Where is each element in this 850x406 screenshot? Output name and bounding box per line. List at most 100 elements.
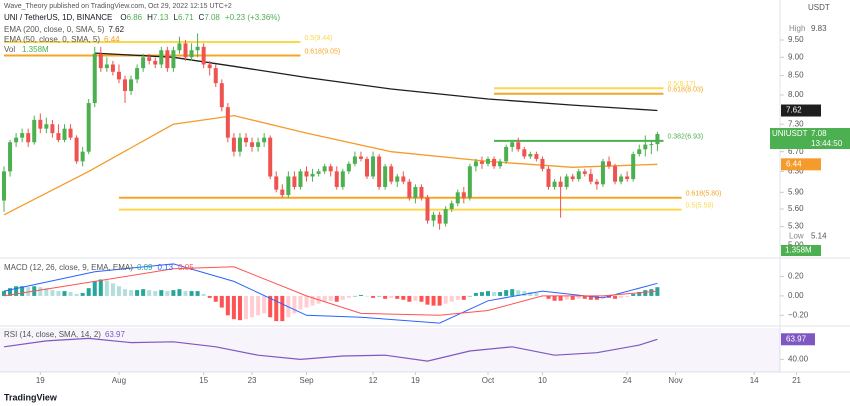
- histogram-bar: [8, 288, 13, 296]
- histogram-bar: [570, 295, 575, 300]
- histogram-bar: [534, 293, 539, 296]
- candle-body: [2, 171, 6, 201]
- histogram-bar: [365, 295, 369, 297]
- candle-body: [431, 214, 436, 221]
- histogram-bar: [546, 295, 551, 299]
- ohlc-label: L: [174, 13, 179, 22]
- x-tick-label: 24: [623, 376, 632, 385]
- candle-body: [425, 197, 430, 221]
- histogram-bar: [492, 292, 497, 296]
- histogram-bar: [455, 295, 460, 300]
- candle-body: [395, 176, 400, 182]
- y-tick-label: 9.50: [788, 35, 804, 44]
- price-tag: [781, 333, 815, 346]
- histogram-bar: [576, 295, 581, 299]
- price-tag: [781, 158, 821, 171]
- candle-body: [286, 176, 291, 196]
- fib-level-label: 0.382(6.93): [667, 134, 703, 141]
- candle-body: [129, 79, 134, 91]
- candle-body: [32, 119, 37, 143]
- candle-body: [655, 134, 660, 145]
- candle-body: [231, 137, 236, 152]
- histogram-bar: [649, 289, 654, 296]
- candle-body: [516, 142, 521, 150]
- histogram-bar: [425, 295, 430, 305]
- fib-level-label: 0.5(9.44): [304, 35, 332, 42]
- pane-title: MACD (12, 26, close, 9, EMA, EMA): [4, 263, 133, 272]
- symbol-header: UNI / TetherUS, 1D, BINANCE O6.86 H7.13 L6.…: [4, 13, 280, 22]
- last-price: 7.08: [811, 129, 827, 138]
- histogram-bar: [207, 295, 212, 298]
- candle-body: [135, 68, 140, 80]
- legend-entry: EMA (200, close, 0, SMA, 5): [4, 25, 105, 34]
- candle-body: [449, 203, 454, 210]
- histogram-bar: [189, 291, 194, 296]
- ohlc-value: 7.08: [204, 13, 220, 22]
- fib-level-label: 0.618(5.80): [686, 191, 722, 198]
- price-tag-label: 6.44: [786, 159, 802, 168]
- y-tick-label: 0.00: [788, 291, 804, 300]
- x-tick-label: 12: [369, 376, 378, 385]
- histogram-bar: [219, 295, 224, 308]
- candle-body: [262, 137, 267, 143]
- pane-title: RSI (14, close, SMA, 14, 2): [4, 330, 101, 339]
- candle-body: [637, 149, 642, 155]
- ohlc-label: O: [120, 13, 126, 22]
- histogram-bar: [231, 295, 236, 320]
- histogram-bar: [116, 286, 121, 296]
- candle-body: [80, 151, 85, 162]
- candle-body: [62, 128, 67, 140]
- candle-body: [201, 46, 206, 65]
- histogram-bar: [68, 292, 73, 296]
- volume-tag: [781, 245, 821, 256]
- candle-body: [619, 176, 624, 182]
- candle-body: [98, 53, 103, 69]
- histogram-bar: [528, 292, 533, 296]
- candle-body: [207, 64, 212, 69]
- candle-body: [461, 192, 466, 198]
- legend-value: 0.13: [158, 263, 174, 272]
- histogram-bar: [328, 295, 333, 301]
- histogram-bar: [135, 290, 140, 296]
- x-tick-label: 21: [792, 376, 801, 385]
- candle-body: [413, 186, 418, 198]
- histogram-bar: [582, 295, 587, 299]
- histogram-bar: [407, 295, 412, 302]
- histogram-bar: [510, 289, 515, 296]
- symbol-tag: UNIUSDT: [772, 129, 808, 138]
- candle-body: [268, 137, 273, 177]
- y-tick-label: −0.20: [788, 310, 809, 319]
- histogram-bar: [183, 291, 188, 296]
- price-tag: [781, 104, 821, 117]
- candle-body: [68, 128, 73, 138]
- ohlc-value: 6.86: [127, 13, 143, 22]
- x-tick-label: Oct: [482, 376, 495, 385]
- histogram-bar: [631, 293, 636, 296]
- candle-body: [552, 181, 557, 187]
- histogram-bar: [443, 295, 448, 304]
- histogram-bar: [262, 295, 267, 314]
- candle-body: [92, 53, 97, 104]
- histogram-bar: [467, 295, 472, 297]
- histogram-bar: [346, 295, 351, 298]
- histogram-bar: [473, 293, 478, 296]
- histogram-bar: [56, 291, 61, 296]
- y-tick-label: 40.00: [788, 355, 809, 364]
- histogram-bar: [38, 287, 43, 296]
- rsi-line: [3, 337, 658, 362]
- histogram-bar: [14, 286, 19, 296]
- candle-body: [479, 161, 484, 164]
- histogram-bar: [153, 291, 158, 296]
- candle-body: [274, 176, 279, 190]
- ema-line: [94, 52, 658, 112]
- candle-body: [244, 137, 248, 143]
- histogram-bar: [92, 281, 97, 296]
- histogram-bar: [244, 295, 248, 320]
- low-label: Low: [789, 232, 804, 241]
- histogram-bar: [123, 289, 127, 296]
- histogram-bar: [165, 291, 170, 296]
- histogram-bar: [256, 295, 261, 316]
- candle-body: [582, 171, 587, 174]
- histogram-bar: [334, 295, 339, 302]
- ohlc-value: 7.13: [153, 13, 169, 22]
